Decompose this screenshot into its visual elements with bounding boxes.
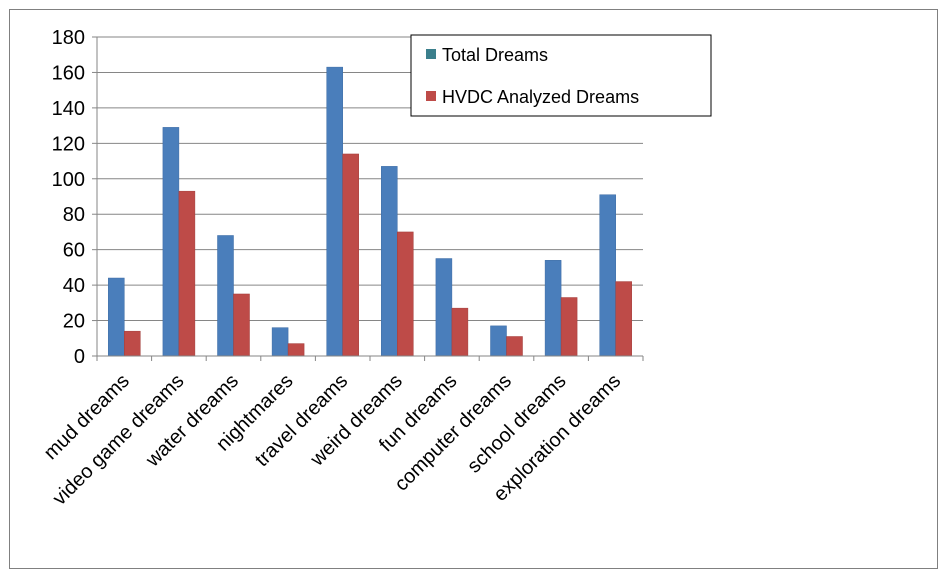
legend-marker-total-dreams xyxy=(426,49,436,59)
y-tick-label-120: 120 xyxy=(52,133,85,155)
bar-total-fun-dreams xyxy=(435,258,453,357)
legend-label-total-dreams: Total Dreams xyxy=(442,45,548,65)
y-tick-labels: 0 20 40 60 80 100 120 140 160 180 xyxy=(52,27,85,368)
legend-box xyxy=(410,34,712,117)
y-tick-label-0: 0 xyxy=(74,346,85,368)
bar-hvdc-fun-dreams xyxy=(451,307,469,357)
bar-total-exploration-dreams xyxy=(599,194,616,357)
y-tick-label-80: 80 xyxy=(63,204,85,226)
y-tick-label-40: 40 xyxy=(63,275,85,297)
category-label-school-dreams: school dreams xyxy=(463,370,571,478)
y-tick-label-160: 160 xyxy=(52,62,85,84)
bar-total-school-dreams xyxy=(544,260,562,357)
bar-total-computer-dreams xyxy=(490,325,507,357)
bars xyxy=(108,66,632,357)
bar-total-mud-dreams xyxy=(108,277,125,357)
bar-total-video-game-dreams xyxy=(162,127,180,357)
bar-hvdc-weird-dreams xyxy=(397,231,414,357)
y-tick-label-140: 140 xyxy=(52,98,85,120)
bar-total-water-dreams xyxy=(217,235,234,357)
bar-hvdc-school-dreams xyxy=(560,297,578,357)
bar-hvdc-nightmares xyxy=(287,343,305,357)
y-tick-label-180: 180 xyxy=(52,27,85,49)
y-tick-label-100: 100 xyxy=(52,169,85,191)
y-tick-label-60: 60 xyxy=(63,240,85,262)
bar-hvdc-travel-dreams xyxy=(342,153,359,357)
bar-total-travel-dreams xyxy=(326,66,343,357)
legend-label-hvdc-analyzed-dreams: HVDC Analyzed Dreams xyxy=(442,87,639,107)
axes xyxy=(92,36,644,361)
bar-hvdc-water-dreams xyxy=(233,293,250,357)
bar-hvdc-exploration-dreams xyxy=(615,281,632,357)
legend-marker-hvdc-analyzed-dreams xyxy=(426,91,436,101)
legend: Total Dreams HVDC Analyzed Dreams xyxy=(410,34,712,117)
y-tick-label-20: 20 xyxy=(63,311,85,333)
bar-total-weird-dreams xyxy=(381,166,398,357)
bar-hvdc-mud-dreams xyxy=(124,330,141,357)
bar-total-nightmares xyxy=(271,327,289,357)
bar-hvdc-computer-dreams xyxy=(506,336,523,357)
bar-hvdc-video-game-dreams xyxy=(178,190,196,357)
